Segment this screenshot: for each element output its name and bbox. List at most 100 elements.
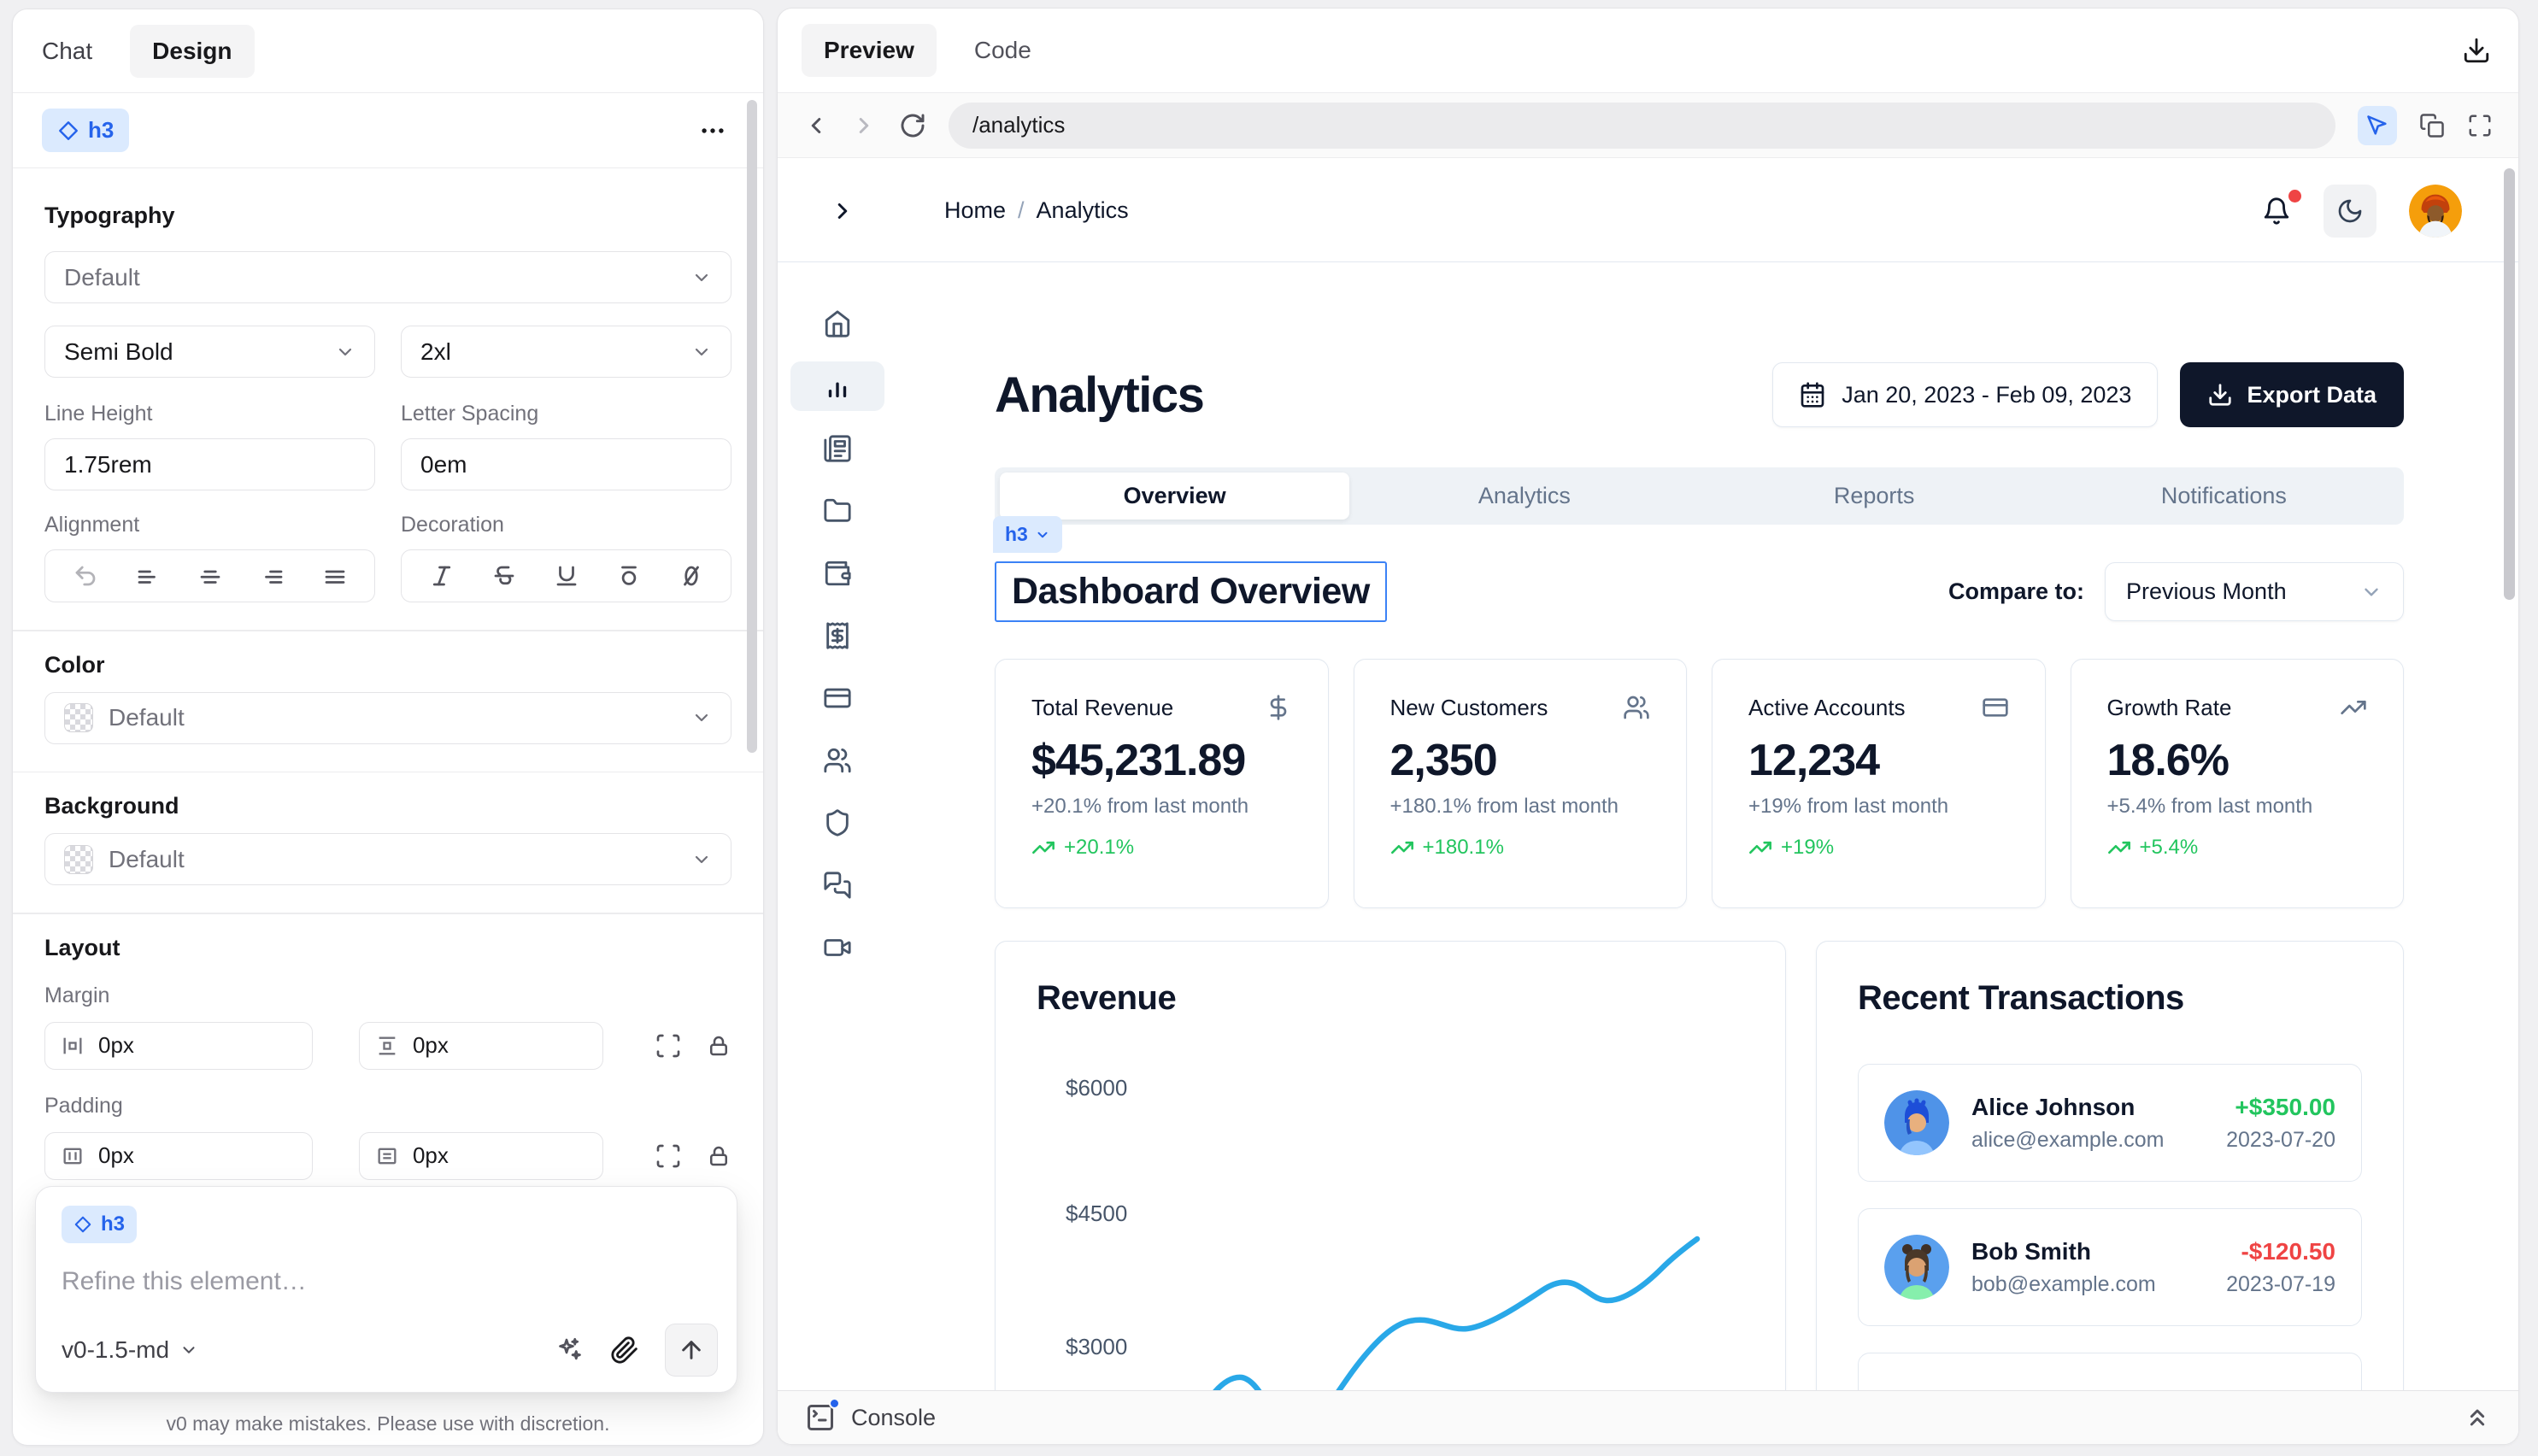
align-right-icon[interactable] xyxy=(260,563,285,589)
users-icon xyxy=(1623,694,1650,721)
padding-lock-button[interactable] xyxy=(706,1143,731,1169)
line-height-input[interactable]: 1.75rem xyxy=(44,438,375,490)
back-button[interactable] xyxy=(803,113,829,138)
overline-icon[interactable] xyxy=(616,563,642,589)
font-weight-select[interactable]: Semi Bold xyxy=(44,326,375,378)
receipt-icon[interactable] xyxy=(790,611,884,660)
breadcrumb-home[interactable]: Home xyxy=(944,197,1007,223)
line-height-label: Line Height xyxy=(44,402,153,426)
avatar xyxy=(1884,1235,1949,1300)
font-size-select[interactable]: 2xl xyxy=(401,326,731,378)
align-justify-icon[interactable] xyxy=(322,563,348,589)
undo-icon[interactable] xyxy=(73,563,98,589)
tab-notifications[interactable]: Notifications xyxy=(2160,483,2287,508)
dark-mode-toggle[interactable] xyxy=(2324,184,2376,238)
stat-card-total-revenue: Total Revenue $45,231.89 +20.1% from las… xyxy=(995,659,1329,908)
newspaper-icon[interactable] xyxy=(790,424,884,473)
letter-spacing-input[interactable]: 0em xyxy=(401,438,731,490)
padding-expand-button[interactable] xyxy=(655,1142,682,1170)
margin-lock-button[interactable] xyxy=(706,1033,731,1059)
messages-icon[interactable] xyxy=(790,860,884,910)
element-badge-h3[interactable]: h3 xyxy=(42,109,130,152)
dashboard-main: Analytics Jan 20, 2023 - Feb 09, 2023 Ex… xyxy=(897,262,2518,1444)
tab-overview[interactable]: Overview xyxy=(1000,473,1350,520)
compare-select[interactable]: Previous Month xyxy=(2105,562,2404,621)
wallet-icon[interactable] xyxy=(790,549,884,598)
trending-up-icon xyxy=(2340,694,2367,721)
user-avatar[interactable] xyxy=(2409,184,2462,238)
breadcrumb-current: Analytics xyxy=(1036,197,1129,223)
padding-x-input[interactable]: 0px xyxy=(44,1131,313,1180)
padding-y-input[interactable]: 0px xyxy=(358,1131,603,1180)
tab-code[interactable]: Code xyxy=(973,37,1031,63)
no-decoration-icon[interactable] xyxy=(679,563,704,589)
trend-up-icon xyxy=(1031,836,1055,860)
folder-icon[interactable] xyxy=(790,486,884,536)
tab-reports[interactable]: Reports xyxy=(1833,483,1915,508)
margin-y-input[interactable]: 0px xyxy=(358,1021,603,1070)
transaction-row[interactable]: Bob Smith bob@example.com -$120.50 2023-… xyxy=(1858,1208,2362,1326)
date-range-picker[interactable]: Jan 20, 2023 - Feb 09, 2023 xyxy=(1772,362,2159,427)
refresh-icon[interactable] xyxy=(899,112,926,139)
chevrons-up-icon[interactable] xyxy=(2464,1404,2491,1431)
element-menu-button[interactable] xyxy=(698,116,727,145)
dashboard-tabs: Overview Analytics Reports Notifications xyxy=(995,467,2404,525)
underline-icon[interactable] xyxy=(554,563,579,589)
sidebar-scrollbar[interactable] xyxy=(747,100,757,753)
download-icon[interactable] xyxy=(2462,36,2491,65)
video-icon[interactable] xyxy=(790,923,884,972)
color-select[interactable]: Default xyxy=(44,691,731,744)
recent-transactions-card: Recent Transactions Alice Johnson alice@… xyxy=(1816,941,2404,1444)
section-title-selected[interactable]: Dashboard Overview xyxy=(995,561,1387,622)
margin-y-icon xyxy=(375,1034,399,1058)
transactions-title: Recent Transactions xyxy=(1858,979,2184,1017)
composer-element-badge[interactable]: h3 xyxy=(62,1206,138,1243)
stat-card-new-customers: New Customers 2,350 +180.1% from last mo… xyxy=(1353,659,1687,908)
italic-icon[interactable] xyxy=(429,563,455,589)
sidebar-toggle-icon[interactable] xyxy=(830,198,855,224)
tab-preview[interactable]: Preview xyxy=(802,24,937,77)
strikethrough-icon[interactable] xyxy=(491,563,517,589)
url-input[interactable]: /analytics xyxy=(949,102,2335,149)
align-left-icon[interactable] xyxy=(135,563,161,589)
tab-design[interactable]: Design xyxy=(130,24,255,78)
preview-scrollbar[interactable] xyxy=(2504,168,2515,600)
forward-button[interactable] xyxy=(851,113,877,138)
shield-icon[interactable] xyxy=(790,798,884,848)
font-family-select[interactable]: Default xyxy=(44,251,731,303)
margin-expand-button[interactable] xyxy=(655,1032,682,1060)
stat-card-growth-rate: Growth Rate 18.6% +5.4% from last month … xyxy=(2070,659,2404,908)
tab-chat[interactable]: Chat xyxy=(42,37,93,64)
send-button[interactable] xyxy=(665,1324,718,1377)
paperclip-icon[interactable] xyxy=(610,1336,639,1365)
decoration-toolbar xyxy=(401,549,731,602)
fullscreen-icon[interactable] xyxy=(2467,113,2493,138)
background-select[interactable]: Default xyxy=(44,833,731,885)
notifications-button[interactable] xyxy=(2262,189,2301,226)
model-selector[interactable]: v0-1.5-md xyxy=(62,1336,198,1364)
selected-element-tag[interactable]: h3 xyxy=(993,516,1062,553)
console-bar[interactable]: Console xyxy=(778,1390,2518,1444)
credit-card-icon[interactable] xyxy=(790,673,884,723)
transaction-row[interactable]: Alice Johnson alice@example.com +$350.00… xyxy=(1858,1064,2362,1182)
selected-element-row: h3 xyxy=(13,93,763,168)
margin-x-input[interactable]: 0px xyxy=(44,1021,313,1070)
select-element-button[interactable] xyxy=(2358,105,2397,145)
users-icon[interactable] xyxy=(790,736,884,785)
chevron-down-icon xyxy=(2360,581,2382,603)
tab-analytics[interactable]: Analytics xyxy=(1478,483,1571,508)
alignment-toolbar xyxy=(44,549,375,602)
export-data-button[interactable]: Export Data xyxy=(2180,362,2404,427)
chart-title: Revenue xyxy=(1037,979,1177,1017)
home-icon[interactable] xyxy=(790,299,884,349)
sparkles-icon[interactable] xyxy=(554,1335,585,1365)
composer-input[interactable]: Refine this element… xyxy=(62,1267,307,1295)
breadcrumb: Home / Analytics xyxy=(944,197,1129,223)
bar-chart-icon[interactable] xyxy=(790,361,884,411)
copy-icon[interactable] xyxy=(2419,113,2445,138)
stat-cards: Total Revenue $45,231.89 +20.1% from las… xyxy=(995,659,2404,908)
y-tick-6000: $6000 xyxy=(1066,1075,1127,1101)
design-controls: Typography Default Semi Bold 2xl Line He… xyxy=(13,203,763,1180)
compare-label: Compare to: xyxy=(1948,578,2084,604)
align-center-icon[interactable] xyxy=(197,563,223,589)
